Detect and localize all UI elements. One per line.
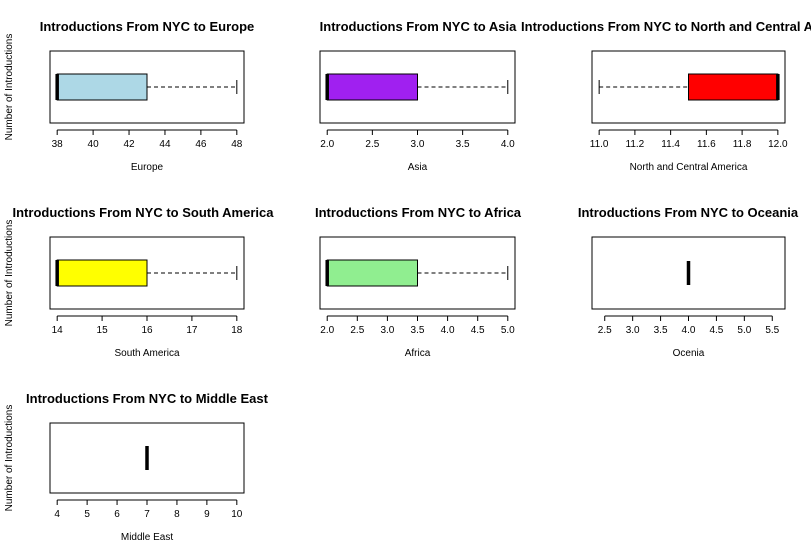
chart-title: Introductions From NYC to Middle East <box>26 391 269 406</box>
x-tick-label: 5.0 <box>501 325 515 336</box>
panel-4: Introductions From NYC to South America S… <box>4 205 274 359</box>
y-axis-label: Number of Introductions <box>4 34 15 141</box>
x-tick-label: 44 <box>159 139 171 150</box>
x-axis-label: Asia <box>408 162 428 173</box>
iqr-box <box>326 259 419 287</box>
plot-frame <box>319 236 516 310</box>
x-tick-label: 38 <box>52 139 64 150</box>
x-tick-label: 11.8 <box>733 139 752 150</box>
x-tick-label: 5.5 <box>765 325 779 336</box>
panel-3: Introductions From NYC to North and Cent… <box>521 19 811 173</box>
x-tick-label: 40 <box>88 139 100 150</box>
x-tick-label: 3.0 <box>626 325 640 336</box>
x-tick-label: 11.2 <box>626 139 645 150</box>
x-tick-label: 4.0 <box>501 139 515 150</box>
x-tick-label: 9 <box>204 509 210 520</box>
x-tick-label: 3.5 <box>654 325 668 336</box>
x-tick-label: 5.0 <box>737 325 751 336</box>
x-axis-label: South America <box>114 348 179 359</box>
panel-5: Introductions From NYC to Africa Africa 2.… <box>315 205 522 359</box>
x-axis-label: Middle East <box>121 532 173 543</box>
chart-title: Introductions From NYC to Africa <box>315 205 522 220</box>
chart-title: Introductions From NYC to Oceania <box>578 205 799 220</box>
x-tick-label: 2.0 <box>320 139 334 150</box>
x-tick-label: 2.5 <box>350 325 364 336</box>
x-tick-label: 48 <box>231 139 243 150</box>
chart-title: Introductions From NYC to North and Cent… <box>521 19 811 34</box>
chart-title: Introductions From NYC to Europe <box>40 19 255 34</box>
x-axis-label: Ocenia <box>673 348 705 359</box>
x-tick-label: 6 <box>114 509 120 520</box>
x-tick-label: 5 <box>84 509 90 520</box>
x-tick-label: 11.0 <box>590 139 609 150</box>
panel-2: Introductions From NYC to Asia Asia 2.0 2.5… <box>319 19 517 173</box>
x-tick-label: 2.5 <box>365 139 379 150</box>
y-axis-label: Number of Introductions <box>4 405 15 512</box>
iqr-box <box>56 259 148 287</box>
panel-7: Introductions From NYC to Middle East Mid… <box>4 391 269 543</box>
x-tick-label: 7 <box>144 509 150 520</box>
x-tick-label: 4.0 <box>682 325 696 336</box>
x-tick-label: 15 <box>97 325 109 336</box>
plot-frame <box>591 236 786 310</box>
x-tick-label: 4.5 <box>709 325 723 336</box>
plot-frame <box>591 50 786 124</box>
x-tick-label: 4 <box>54 509 60 520</box>
x-tick-label: 4.0 <box>441 325 455 336</box>
plot-frame <box>319 50 516 124</box>
x-tick-label: 14 <box>52 325 64 336</box>
x-tick-label: 8 <box>174 509 180 520</box>
panel-1: Introductions From NYC to Europe Europe Nu… <box>4 19 254 173</box>
x-tick-label: 16 <box>141 325 153 336</box>
y-axis-label: Number of Introductions <box>4 220 15 327</box>
chart-title: Introductions From NYC to Asia <box>320 19 517 34</box>
x-tick-label: 3.5 <box>411 325 425 336</box>
x-tick-label: 46 <box>195 139 207 150</box>
x-tick-label: 18 <box>231 325 243 336</box>
x-axis-label: Africa <box>405 348 431 359</box>
x-tick-label: 3.0 <box>380 325 394 336</box>
iqr-box <box>326 73 419 101</box>
x-tick-label: 10 <box>231 509 243 520</box>
iqr-box <box>688 73 779 101</box>
x-tick-label: 42 <box>123 139 135 150</box>
x-tick-label: 17 <box>186 325 198 336</box>
chart-title: Introductions From NYC to South America <box>13 205 275 220</box>
plot-frame <box>49 50 245 124</box>
x-axis-label: North and Central America <box>630 162 748 173</box>
x-axis-label: Europe <box>131 162 164 173</box>
plot-frame <box>49 236 245 310</box>
x-tick-label: 3.0 <box>411 139 425 150</box>
panel-6: Introductions From NYC to Oceania Ocenia 2… <box>578 205 799 359</box>
x-tick-label: 12.0 <box>768 139 788 150</box>
x-tick-label: 4.5 <box>471 325 485 336</box>
plot-frame <box>49 422 245 494</box>
iqr-box <box>56 73 148 101</box>
x-tick-label: 2.0 <box>320 325 334 336</box>
x-tick-label: 11.4 <box>661 139 680 150</box>
x-tick-label: 3.5 <box>456 139 470 150</box>
x-tick-label: 11.6 <box>697 139 716 150</box>
x-tick-label: 2.5 <box>598 325 612 336</box>
